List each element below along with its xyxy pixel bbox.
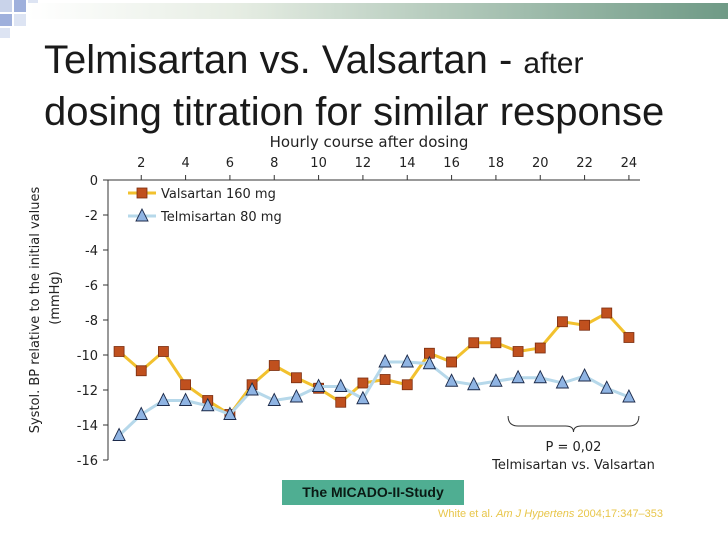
y-axis-title-line1: Systol. BP relative to the initial value… [28,187,43,434]
telmisartan-point [622,388,636,403]
annotation-p-value: P = 0,02 [546,440,602,455]
telmisartan-point [467,376,481,391]
title-main: Telmisartan vs. Valsartan - [44,38,524,82]
telmisartan-point [311,378,326,392]
x-tick-label: 2 [137,156,145,171]
valsartan-point [335,396,347,408]
telmisartan-point [444,373,459,387]
citation-journal: Am J Hypertens [496,508,575,520]
x-tick-label: 10 [310,156,327,171]
significance-brace [507,415,640,433]
valsartan-point [113,346,125,357]
title-tail: after [523,47,584,80]
valsartan-point [379,374,391,385]
valsartan-point [135,365,147,377]
valsartan-point [468,337,480,349]
series-line-valsartan [118,311,631,417]
legend-marker [136,187,148,199]
citation-authors: White et al. [438,508,497,520]
y-tick-label: -8 [85,314,98,329]
valsartan-point [579,319,590,331]
x-tick-label: 22 [576,156,593,171]
x-tick-label: 8 [270,156,278,171]
telmisartan-point [156,392,171,406]
telmisartan-point [245,381,259,396]
valsartan-point [534,342,546,354]
legend-marker [135,207,149,222]
telmisartan-point [178,392,193,406]
title-line2: dosing titration for similar response [44,90,665,134]
y-tick-label: -10 [77,349,98,364]
study-label: The MICADO-II-Study [282,480,464,505]
x-tick-label: 24 [621,156,638,171]
legend-label: Valsartan 160 mg [161,187,276,202]
y-tick-label: -6 [85,279,98,294]
telmisartan-point [577,367,592,382]
y-tick-label: 0 [90,174,98,189]
y-axis-title-line2: (mmHg) [48,271,63,325]
y-tick-label: -16 [77,454,98,469]
telmisartan-point [267,392,281,406]
valsartan-point [601,307,613,319]
telmisartan-point [356,390,370,405]
x-tick-label: 6 [226,156,234,171]
telmisartan-point [289,388,304,403]
valsartan-point [446,356,457,368]
valsartan-point [180,379,191,391]
telmisartan-point [422,355,437,370]
valsartan-point [490,337,502,349]
top-decoration-bar [28,3,728,19]
x-tick-label: 20 [532,156,549,171]
valsartan-point [291,372,302,384]
telmisartan-point [600,380,614,394]
telmisartan-point [201,397,215,412]
telmisartan-point [489,373,503,387]
telmisartan-point [223,406,237,420]
legend-label: Telmisartan 80 mg [160,210,282,225]
y-tick-label: -4 [85,244,98,259]
valsartan-point [158,346,169,357]
telmisartan-point [334,378,348,392]
telmisartan-point [533,369,547,384]
telmisartan-point [555,374,570,389]
valsartan-point [268,360,280,371]
y-tick-label: -14 [77,419,98,434]
series-line-telmisartan [118,360,630,437]
valsartan-point [357,377,369,389]
valsartan-point [401,379,413,391]
telmisartan-point [134,406,148,420]
citation-details: 2004;17:347–353 [574,508,664,520]
telmisartan-point [400,353,414,368]
slide-title: Telmisartan vs. Valsartan - after dosing… [44,36,724,136]
citation: White et al. Am J Hypertens 2004;17:347–… [438,508,663,520]
x-axis-title: Hourly course after dosing [270,133,469,151]
y-tick-label: -2 [85,209,98,224]
telmisartan-point [112,427,126,441]
x-tick-label: 14 [399,156,416,171]
annotation-comparison: Telmisartan vs. Valsartan [491,458,655,473]
y-tick-label: -12 [77,384,98,399]
telmisartan-point [511,369,525,384]
valsartan-point [623,332,635,343]
x-tick-label: 12 [355,156,372,171]
telmisartan-point [378,353,392,368]
valsartan-point [512,346,524,357]
x-tick-label: 16 [443,156,460,171]
x-tick-label: 18 [488,156,505,171]
valsartan-point [557,316,568,328]
x-tick-label: 4 [181,156,189,171]
